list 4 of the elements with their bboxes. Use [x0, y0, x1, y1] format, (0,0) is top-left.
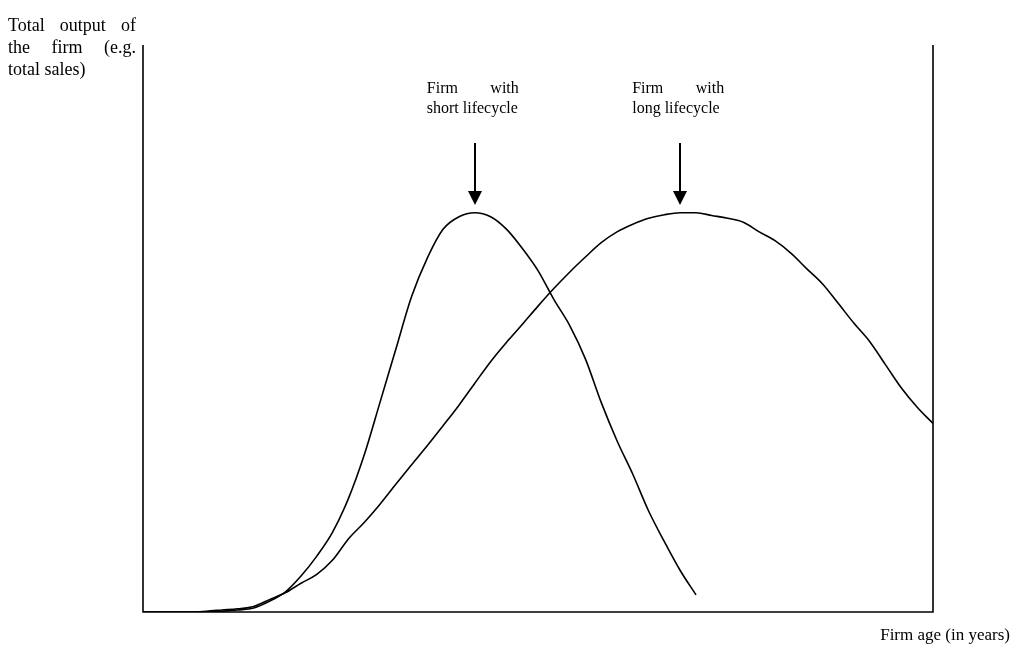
text: Firm with long lifecycle — [632, 77, 725, 118]
text: Firm with short lifecycle — [426, 77, 519, 118]
text: Total output of the firm (e.g. total sales) — [8, 14, 136, 80]
x-axis-title: Firm age (in years) — [880, 624, 1010, 645]
